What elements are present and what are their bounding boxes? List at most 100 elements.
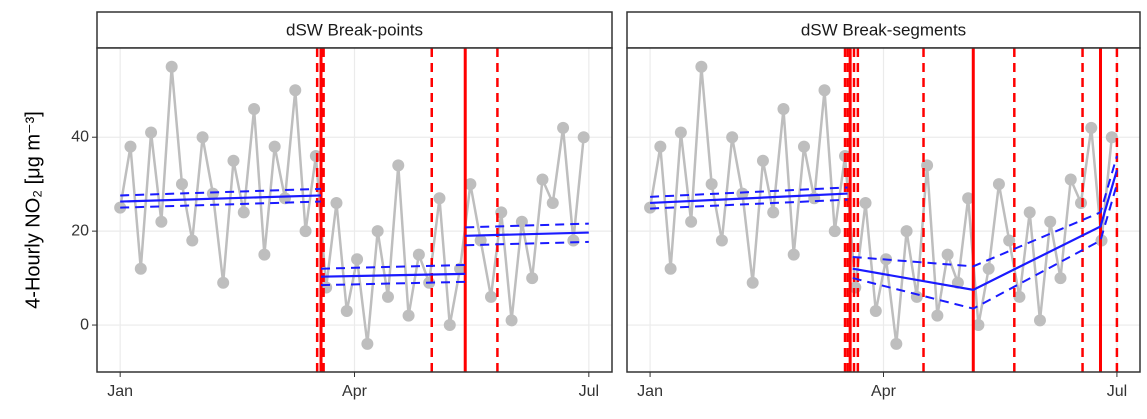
fit-line <box>465 231 589 237</box>
observed-point <box>1064 173 1077 186</box>
panel-title: dSW Break-points <box>286 20 423 39</box>
observed-point <box>1013 290 1026 303</box>
observed-point <box>309 150 322 162</box>
x-tick-label: Jul <box>579 383 599 400</box>
observed-point <box>248 103 261 116</box>
observed-point <box>258 248 271 261</box>
observed-point <box>972 319 985 332</box>
x-tick-label: Apr <box>342 383 368 400</box>
panel-border <box>626 47 1141 373</box>
observed-point <box>124 140 137 153</box>
observed-point <box>268 140 281 153</box>
x-tick-label: Apr <box>871 383 897 400</box>
observed-point <box>674 126 687 139</box>
observed-point <box>196 131 209 144</box>
observed-point <box>941 248 954 261</box>
observed-point <box>567 234 580 247</box>
observed-point <box>890 337 903 350</box>
observed-point <box>278 192 291 205</box>
observed-point <box>227 154 240 167</box>
observed-point <box>1105 131 1118 144</box>
observed-point <box>412 248 425 261</box>
observed-point <box>1075 196 1088 209</box>
observed-point <box>900 225 913 238</box>
fit-ci <box>465 222 589 229</box>
observed-line <box>648 66 1114 344</box>
fit-ci <box>852 183 1118 310</box>
observed-point <box>557 121 570 134</box>
observed-point <box>433 192 446 205</box>
observed-point <box>351 253 364 266</box>
y-axis-title: 4-Hourly NO₂ [μg m⁻³] <box>22 111 44 309</box>
observed-point <box>756 154 769 167</box>
observed-point <box>715 234 728 247</box>
observed-point <box>1085 121 1098 134</box>
observed-point <box>165 60 178 73</box>
observed-point <box>818 84 831 97</box>
y-tick-label: 0 <box>80 316 89 333</box>
x-tick-label: Jan <box>637 383 663 400</box>
observed-point <box>289 84 302 97</box>
panel-title: dSW Break-segments <box>801 20 966 39</box>
observed-point <box>767 206 780 219</box>
fit-line <box>120 194 322 203</box>
observed-point <box>664 262 677 275</box>
observed-point <box>134 262 147 275</box>
observed-point <box>577 131 590 144</box>
observed-point <box>787 248 800 261</box>
observed-point <box>992 178 1005 191</box>
observed-point <box>206 187 219 200</box>
fit-ci <box>321 280 466 287</box>
fit-ci <box>650 186 848 198</box>
observed-point <box>1023 206 1036 219</box>
observed-point <box>828 225 841 238</box>
observed-point <box>392 159 405 172</box>
observed-point <box>695 60 708 73</box>
observed-point <box>505 314 518 327</box>
observed-point <box>340 304 353 317</box>
observed-point <box>464 178 477 191</box>
observed-point <box>402 309 415 322</box>
observed-point <box>685 215 698 228</box>
observed-point <box>1003 234 1016 247</box>
observed-point <box>330 196 343 209</box>
observed-point <box>361 337 374 350</box>
fit-ci <box>120 200 322 209</box>
observed-point <box>155 215 168 228</box>
observed-point <box>654 140 667 153</box>
fit-line <box>852 169 1118 291</box>
observed-point <box>1054 272 1067 285</box>
fit-ci <box>320 263 466 270</box>
observed-point <box>869 304 882 317</box>
observed-point <box>526 272 539 285</box>
observed-point <box>982 262 995 275</box>
strip <box>626 11 1141 49</box>
observed-point <box>175 178 188 191</box>
observed-point <box>237 206 250 219</box>
observed-point <box>859 196 872 209</box>
x-tick-label: Jan <box>107 383 133 400</box>
observed-point <box>186 234 199 247</box>
observed-point <box>797 140 810 153</box>
observed-point <box>371 225 384 238</box>
observed-point <box>474 234 487 247</box>
fit-ci <box>852 155 1118 268</box>
observed-point <box>536 173 549 186</box>
observed-point <box>931 309 944 322</box>
observed-point <box>746 276 759 289</box>
fit-line <box>650 192 848 205</box>
observed-point <box>1033 314 1046 327</box>
y-tick-label: 40 <box>71 128 89 145</box>
y-tick-label: 20 <box>71 222 89 239</box>
observed-point <box>381 290 394 303</box>
observed-point <box>484 290 497 303</box>
fit-ci <box>465 240 589 247</box>
observed-point <box>546 196 559 209</box>
observed-point <box>217 276 230 289</box>
observed-point <box>736 187 749 200</box>
fit-line <box>321 272 466 278</box>
observed-point <box>777 103 790 116</box>
fit-ci <box>650 198 848 210</box>
strip <box>96 11 613 49</box>
